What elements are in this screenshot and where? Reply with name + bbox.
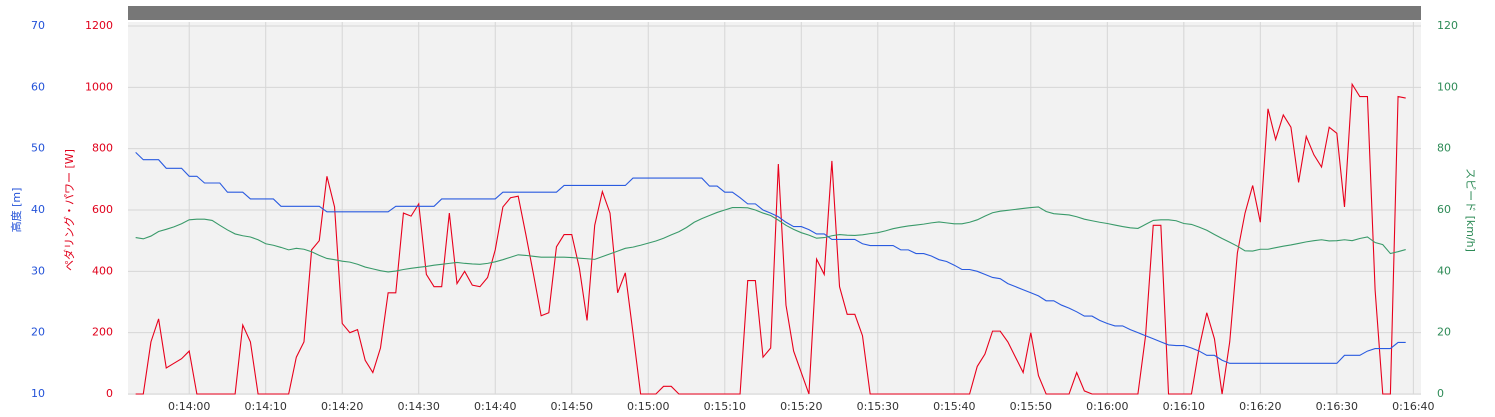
y-tick-label: 1000: [85, 80, 113, 93]
y-tick-label: 100: [1437, 80, 1458, 93]
y-tick-label: 800: [92, 142, 113, 155]
x-tick-label: 0:14:30: [398, 400, 440, 413]
x-tick-label: 0:14:10: [245, 400, 287, 413]
y-tick-label: 40: [1437, 264, 1451, 277]
y-tick-label: 10: [31, 387, 45, 400]
x-tick-label: 0:15:00: [627, 400, 669, 413]
axis-title: 高度 [m]: [9, 188, 23, 233]
x-tick-label: 0:14:20: [321, 400, 363, 413]
y-tick-label: 60: [1437, 203, 1451, 216]
y-tick-label: 20: [31, 326, 45, 339]
y-tick-label: 30: [31, 264, 45, 277]
y-tick-label: 400: [92, 264, 113, 277]
x-tick-label: 0:16:40: [1392, 400, 1434, 413]
x-tick-label: 0:16:00: [1086, 400, 1128, 413]
axis-title: ペダリング・パワー [W]: [62, 149, 76, 271]
y-tick-label: 1200: [85, 19, 113, 32]
y-tick-label: 20: [1437, 326, 1451, 339]
series-line: [135, 82, 1406, 395]
axis-title: スピード [km/h]: [1464, 168, 1477, 252]
y-tick-label: 60: [31, 80, 45, 93]
y-tick-label: 80: [1437, 142, 1451, 155]
y-tick-label: 70: [31, 19, 45, 32]
range-bar: [128, 6, 1421, 20]
x-tick-label: 0:16:20: [1239, 400, 1281, 413]
x-tick-label: 0:16:30: [1316, 400, 1358, 413]
x-tick-label: 0:15:20: [780, 400, 822, 413]
x-tick-label: 0:15:40: [933, 400, 975, 413]
y-tick-label: 50: [31, 142, 45, 155]
y-tick-label: 0: [1437, 387, 1444, 400]
x-tick-label: 0:16:10: [1163, 400, 1205, 413]
x-tick-label: 0:15:30: [857, 400, 899, 413]
x-tick-label: 0:15:10: [704, 400, 746, 413]
y-tick-label: 0: [106, 387, 113, 400]
y-tick-label: 120: [1437, 19, 1458, 32]
x-tick-label: 0:14:40: [474, 400, 516, 413]
x-tick-label: 0:14:50: [551, 400, 593, 413]
series-line: [135, 206, 1406, 273]
x-tick-label: 0:14:00: [168, 400, 210, 413]
x-tick-label: 0:15:50: [1010, 400, 1052, 413]
y-tick-label: 600: [92, 203, 113, 216]
y-tick-label: 40: [31, 203, 45, 216]
y-tick-label: 200: [92, 326, 113, 339]
series-line: [135, 151, 1406, 364]
